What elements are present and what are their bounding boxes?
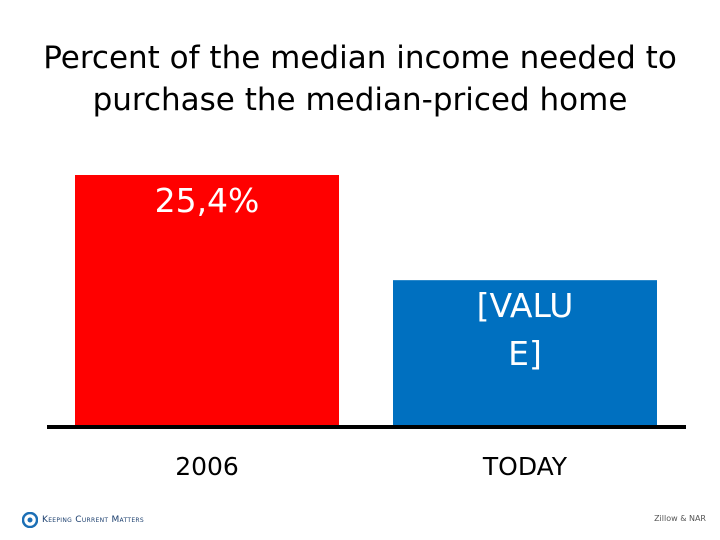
source-note: Zillow & NAR: [654, 514, 706, 523]
logo-text: Keeping Current Matters: [42, 515, 144, 525]
logo-icon: [22, 512, 38, 528]
chart-title: Percent of the median income needed to p…: [43, 40, 677, 118]
bar: [393, 280, 657, 427]
x-tick-label: 2006: [175, 452, 239, 481]
value-label: 25,4%: [154, 181, 260, 220]
x-tick-label: TODAY: [482, 452, 568, 481]
value-label: [VALUE]: [476, 286, 574, 373]
logo: Keeping Current Matters: [22, 512, 144, 528]
bar: [75, 175, 339, 427]
